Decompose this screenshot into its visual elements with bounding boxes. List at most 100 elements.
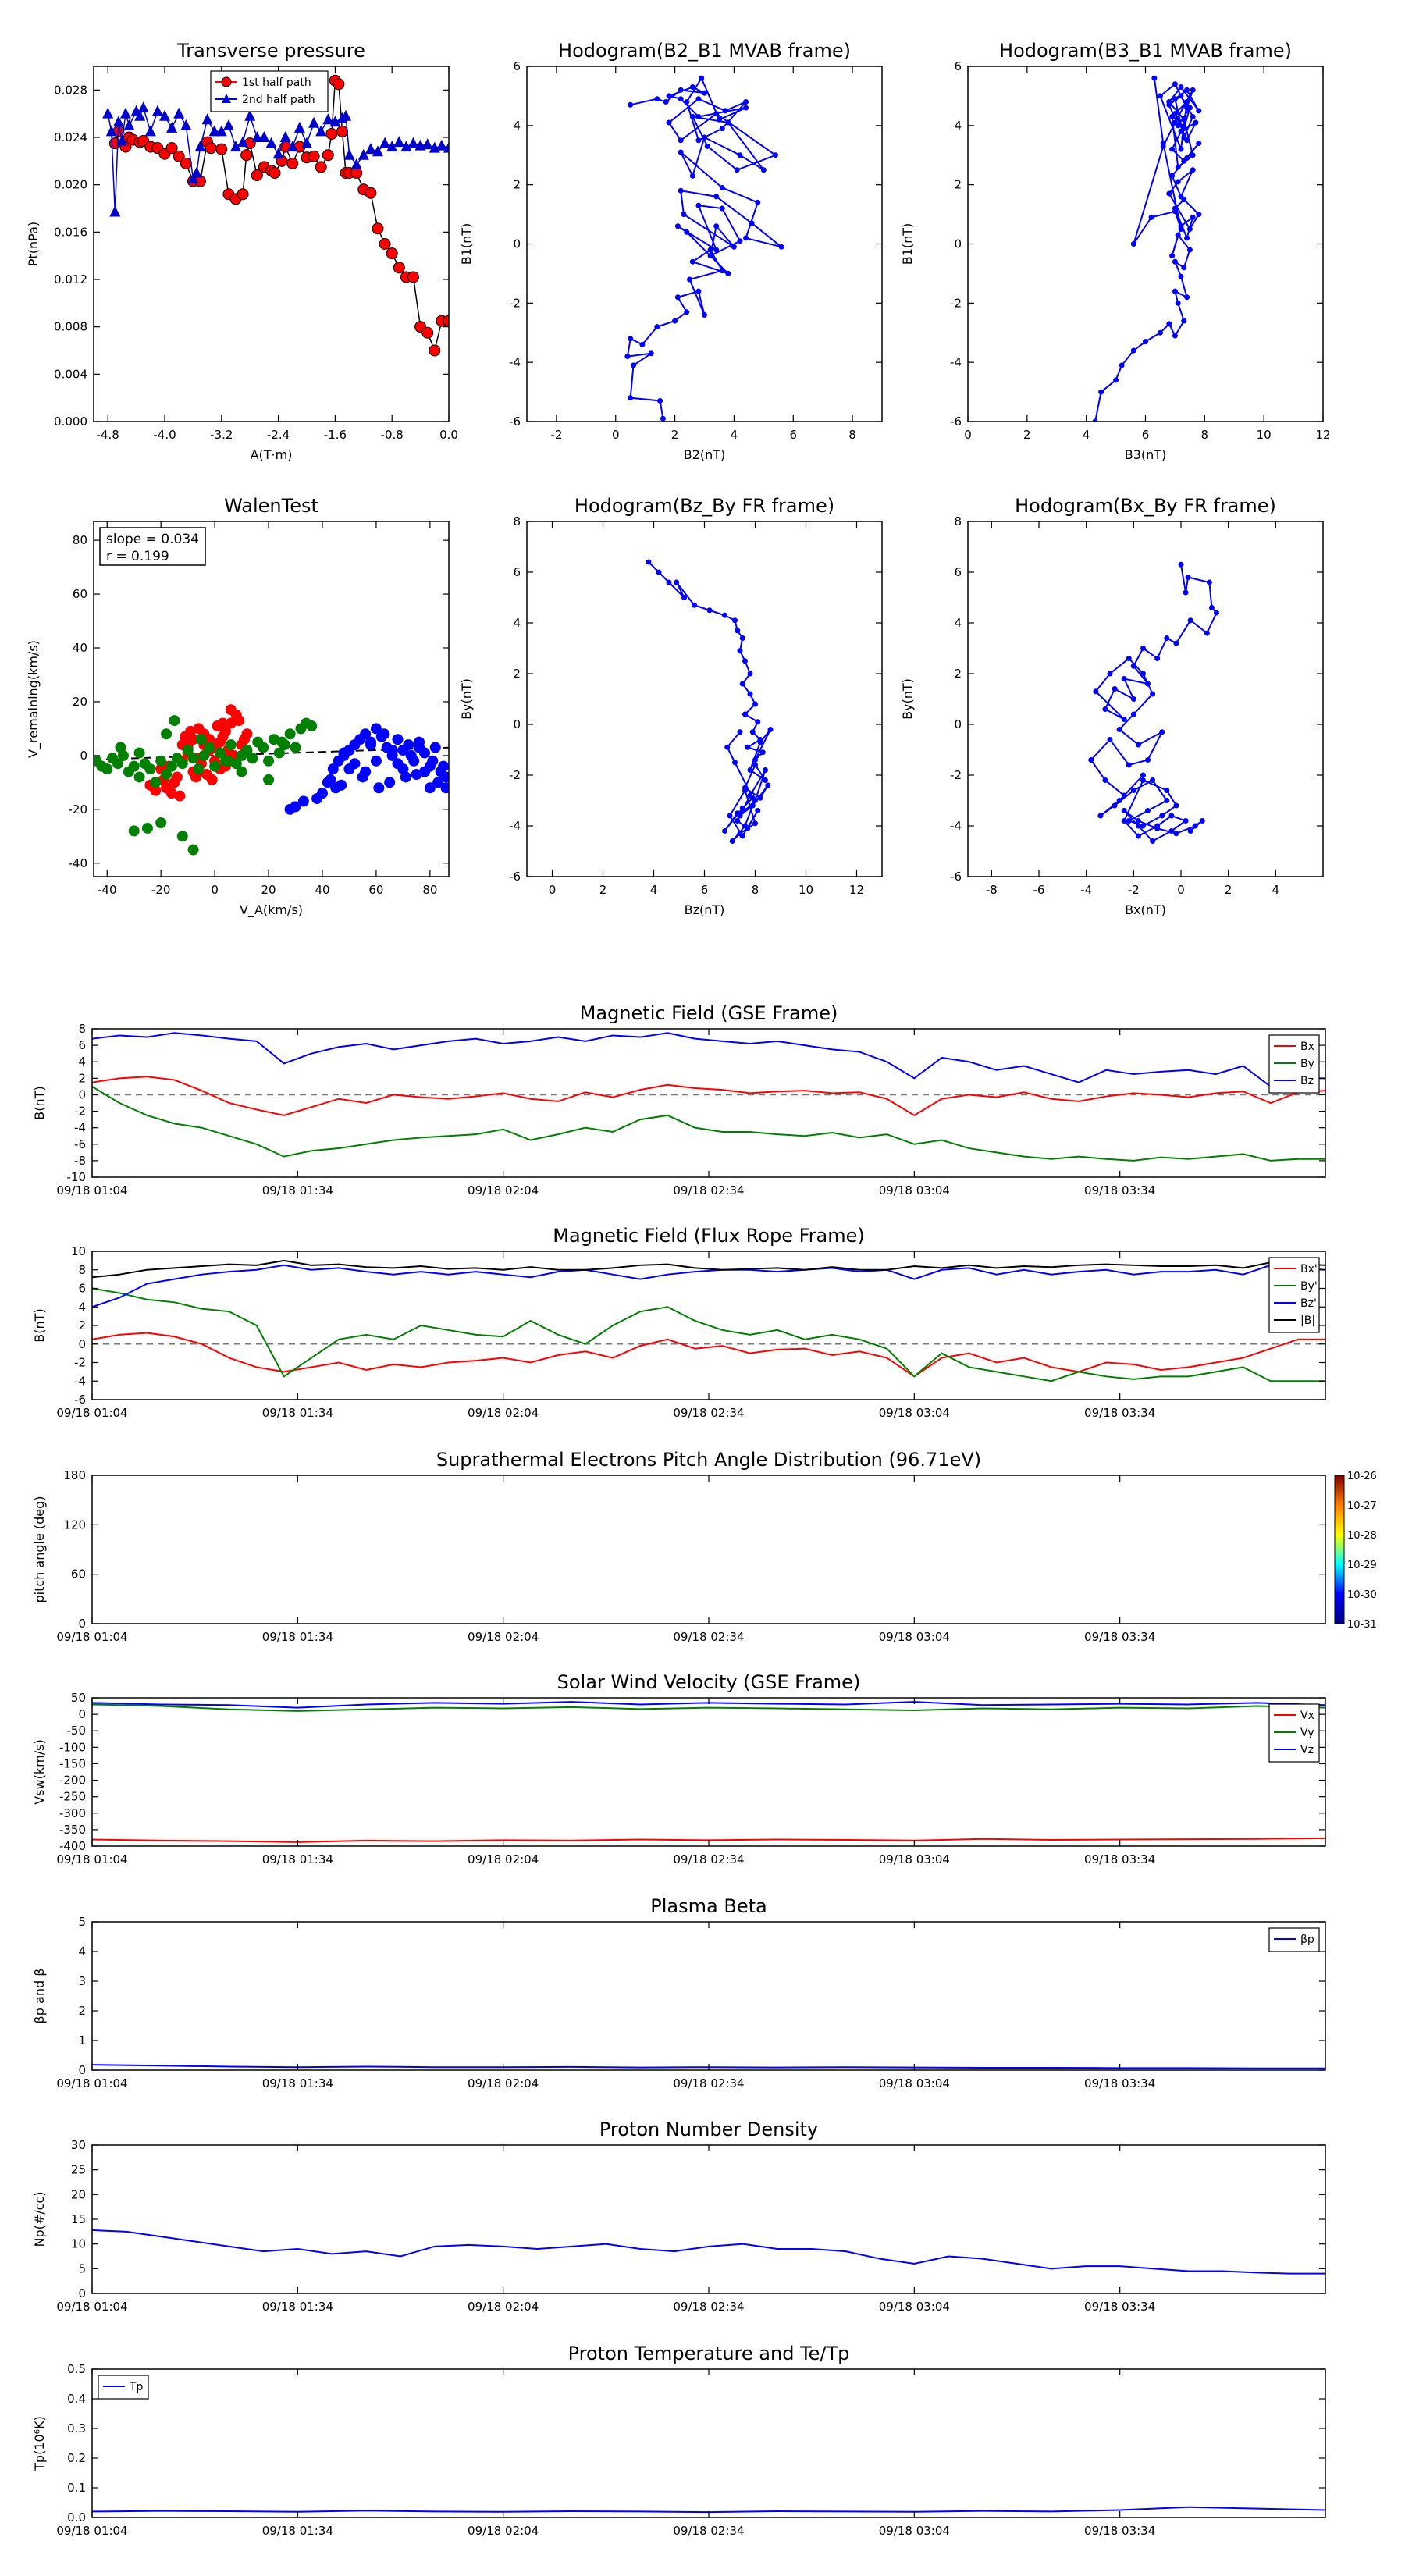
legend-label: By'	[1300, 1280, 1318, 1293]
y-tick-label: -4	[509, 819, 521, 833]
hodogram-point	[695, 96, 702, 102]
walen-point	[370, 723, 382, 735]
x-tick-label: 8	[1201, 428, 1209, 442]
hodogram-point	[654, 96, 660, 102]
hodogram-point	[1126, 762, 1132, 768]
walen-point	[161, 728, 173, 740]
y-tick-label: 0	[78, 2063, 86, 2077]
y-tick-label: 2	[954, 667, 962, 681]
hodogram-point	[737, 729, 743, 735]
walen-point	[155, 755, 167, 767]
hodogram-point	[1172, 208, 1178, 215]
walen-point	[169, 777, 180, 788]
x-tick-label: -1.6	[324, 428, 347, 442]
walen-point	[306, 720, 318, 731]
plot-area	[92, 1032, 1325, 1162]
hodogram-point	[735, 628, 741, 634]
series-line-By'	[92, 1287, 1325, 1382]
hodogram-point	[1135, 742, 1141, 748]
x-tick-label: 09/18 02:34	[673, 1183, 744, 1197]
pressure-point	[393, 136, 405, 148]
y-tick-label: -400	[59, 1839, 86, 1853]
pressure-point	[119, 107, 131, 119]
plot-area	[1092, 75, 1202, 422]
x-tick-label: 2	[599, 883, 607, 897]
y-tick-label: 6	[954, 59, 962, 73]
x-tick-label: 09/18 02:04	[468, 2524, 539, 2538]
walen-point	[316, 788, 328, 799]
hodogram-point	[1178, 146, 1184, 152]
hodogram-point	[654, 324, 660, 330]
y-tick-label: -8	[74, 1154, 86, 1168]
pressure-point	[407, 271, 419, 283]
y-tick-label: 4	[954, 119, 962, 133]
plot-area	[1088, 561, 1219, 844]
walen-point	[360, 766, 372, 777]
hodogram-point	[695, 113, 702, 119]
x-tick-label: 09/18 03:04	[879, 1852, 950, 1866]
y-tick-label: 0	[80, 749, 87, 763]
y-tick-label: 0.024	[54, 130, 87, 144]
x-tick-label: 09/18 01:04	[56, 1630, 127, 1644]
hodogram-point	[1154, 825, 1161, 831]
pressure-point	[407, 137, 419, 148]
pressure-point	[215, 125, 227, 137]
hodogram-point	[681, 595, 687, 600]
x-tick-label: 0.0	[439, 428, 458, 442]
walen-point	[209, 760, 221, 772]
pressure-point	[325, 127, 338, 140]
pressure-point	[400, 141, 412, 152]
walen-point	[414, 742, 425, 753]
y-axis-label: βp and β	[32, 1969, 47, 2024]
hodogram-point	[1187, 617, 1193, 624]
y-tick-label: 0.028	[54, 83, 87, 97]
x-tick-label: 09/18 03:34	[1084, 2300, 1155, 2314]
hodogram-point	[666, 119, 672, 126]
y-tick-label: -50	[67, 1724, 87, 1738]
x-tick-label: -0.8	[381, 428, 404, 442]
walen-point	[112, 758, 124, 770]
y-tick-label: 0	[78, 1707, 86, 1721]
walen-point	[365, 739, 377, 751]
y-axis-label: Tp(10⁶K)	[32, 2416, 47, 2471]
hodogram-point	[1178, 93, 1184, 99]
y-tick-label: 4	[513, 616, 521, 630]
y-tick-label: 0.3	[67, 2421, 86, 2435]
walen-point	[236, 766, 247, 777]
hodogram-point	[1159, 729, 1165, 735]
hodogram-point	[1190, 214, 1196, 220]
pressure-point	[393, 262, 405, 274]
y-tick-label: -300	[59, 1806, 86, 1820]
hodogram-point	[1166, 321, 1172, 327]
hodogram-point	[695, 137, 702, 144]
hodogram-point	[674, 223, 681, 229]
y-tick-label: -40	[69, 856, 88, 870]
hodogram-point	[1164, 788, 1170, 793]
hodogram-point	[1181, 126, 1187, 132]
hodogram-point	[759, 749, 766, 756]
x-tick-label: 09/18 03:04	[879, 2300, 950, 2314]
y-tick-label: 4	[78, 1055, 86, 1069]
hodogram-point	[1175, 232, 1181, 238]
colorbar-label: 10-30	[1347, 1589, 1377, 1601]
axes-frame	[967, 521, 1324, 877]
pressure-point	[205, 142, 217, 155]
walen-point	[284, 728, 296, 740]
hodogram-point	[737, 831, 743, 837]
hodogram-point	[725, 270, 731, 276]
hodogram-point	[1178, 226, 1184, 233]
hodogram-point	[1169, 173, 1176, 179]
hodogram-point	[719, 184, 725, 190]
hodogram-point	[1184, 235, 1190, 241]
y-tick-label: 0.008	[54, 320, 87, 334]
hodogram-point	[1184, 99, 1190, 105]
hodogram-point	[716, 116, 722, 123]
hodogram-point	[1172, 119, 1178, 126]
pressure-point	[166, 121, 178, 133]
hodogram-point	[1168, 828, 1175, 834]
pressure-point	[187, 173, 199, 184]
hodogram-point	[747, 767, 753, 773]
legend: Tp	[98, 2375, 149, 2400]
walen-point	[370, 755, 382, 767]
